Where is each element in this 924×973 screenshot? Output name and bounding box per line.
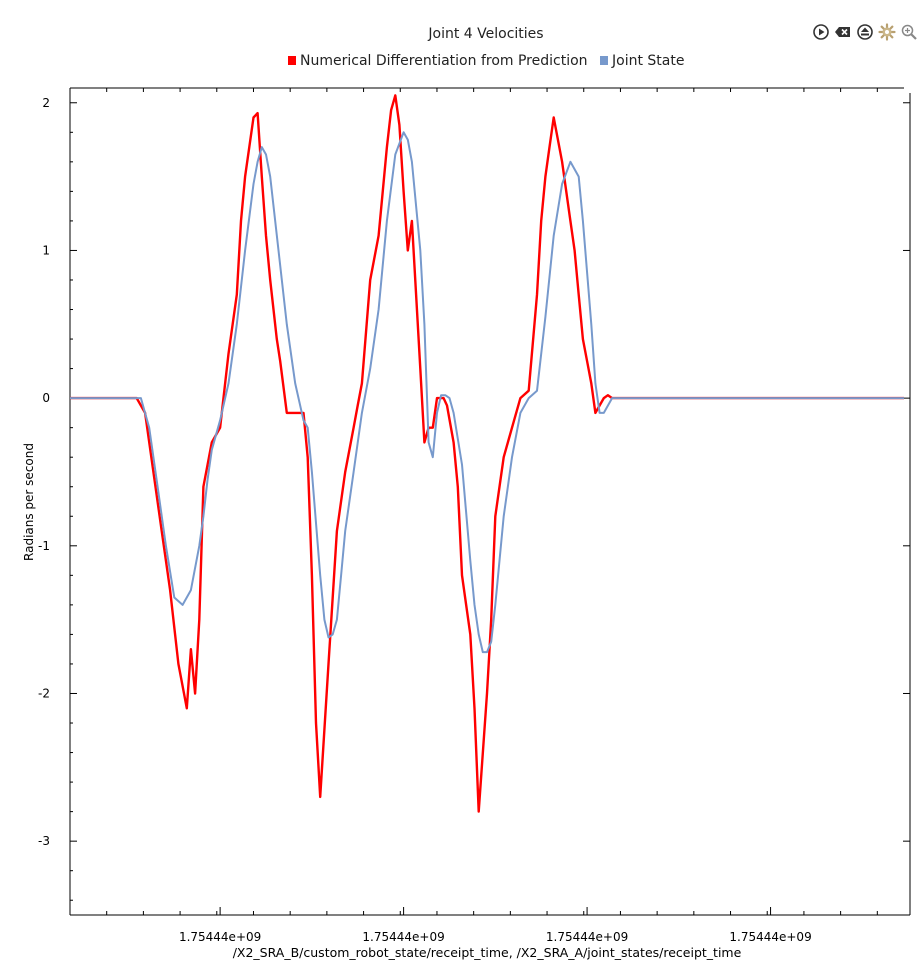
- legend-swatch: [288, 56, 296, 65]
- legend-label: Joint State: [611, 53, 684, 69]
- y-tick-label: 2: [42, 96, 50, 110]
- x-tick-label: 1.75444e+09: [362, 930, 444, 944]
- y-tick-label: 1: [42, 243, 50, 257]
- x-axis-top: [69, 87, 904, 92]
- x-axis: 1.75444e+09 1.75444e+09 1.75444e+09 1.75444…: [69, 907, 910, 944]
- settings-icon[interactable]: [878, 22, 896, 42]
- legend-swatch: [600, 56, 608, 65]
- eject-icon[interactable]: [856, 22, 874, 42]
- legend-item[interactable]: Numerical Differentiation from Predictio…: [288, 53, 588, 69]
- x-tick-label: 1.75444e+09: [179, 930, 261, 944]
- series-line-numerical-differentiation: [70, 94, 904, 813]
- y-tick-label: 0: [42, 391, 50, 405]
- chart-title: Joint 4 Velocities: [427, 26, 543, 42]
- legend-label: Numerical Differentiation from Predictio…: [300, 53, 588, 69]
- clear-icon[interactable]: [834, 22, 852, 42]
- y-axis-label: Radians per second: [22, 443, 36, 561]
- zoom-icon[interactable]: [900, 22, 918, 42]
- y-tick-label: -3: [38, 834, 50, 848]
- series-line-joint-state: [70, 131, 904, 654]
- legend-item[interactable]: Joint State: [600, 53, 684, 69]
- y-axis-right: [903, 93, 911, 915]
- y-tick-label: -1: [38, 539, 50, 553]
- plot-area[interactable]: [70, 94, 904, 813]
- legend: Numerical Differentiation from Predictio…: [288, 53, 684, 69]
- x-axis-label: /X2_SRA_B/custom_robot_state/receipt_tim…: [233, 945, 742, 960]
- toolbar: [812, 22, 920, 42]
- play-icon[interactable]: [812, 22, 830, 42]
- x-tick-label: 1.75444e+09: [729, 930, 811, 944]
- x-tick-label: 1.75444e+09: [546, 930, 628, 944]
- y-tick-label: -2: [38, 686, 50, 700]
- y-axis: 2 1 0 -1 -2 -3: [38, 88, 77, 915]
